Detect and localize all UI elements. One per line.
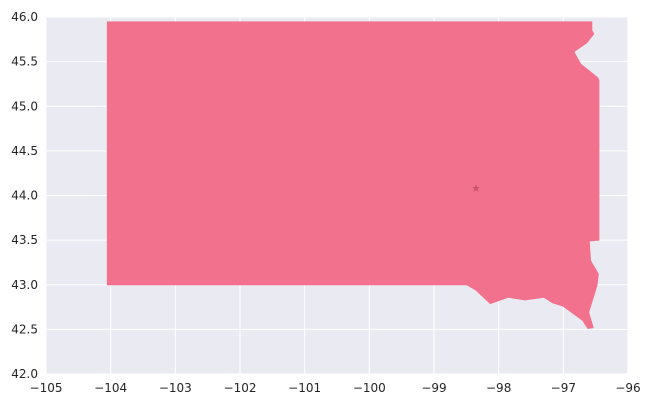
x-axis-ticks: −105 −104 −103 −102 −101 −100 −99 −98 −97 −96 xyxy=(30,381,641,395)
y-tick-label: 45.5 xyxy=(11,55,38,69)
y-tick-label: 42.5 xyxy=(11,322,38,336)
x-tick-label: −98 xyxy=(486,381,511,395)
x-tick-label: −101 xyxy=(288,381,321,395)
y-tick-label: 44.5 xyxy=(11,144,38,158)
y-tick-label: 42.0 xyxy=(11,367,38,381)
region-layer xyxy=(106,21,600,329)
y-tick-label: 45.0 xyxy=(11,99,38,113)
x-tick-label: −104 xyxy=(94,381,127,395)
x-tick-label: −105 xyxy=(30,381,63,395)
y-tick-label: 43.5 xyxy=(11,233,38,247)
capital-star-marker-0 xyxy=(472,184,481,192)
x-tick-label: −100 xyxy=(353,381,386,395)
x-tick-label: −99 xyxy=(421,381,446,395)
y-tick-label: 46.0 xyxy=(11,10,38,24)
y-tick-label: 44.0 xyxy=(11,189,38,203)
y-axis-ticks: 42.0 42.5 43.0 43.5 44.0 44.5 45.0 45.5 46.0 xyxy=(11,10,38,381)
x-tick-label: −102 xyxy=(224,381,257,395)
marker-layer xyxy=(472,184,481,192)
x-tick-label: −97 xyxy=(551,381,576,395)
x-tick-label: −96 xyxy=(615,381,640,395)
y-tick-label: 43.0 xyxy=(11,278,38,292)
x-tick-label: −103 xyxy=(159,381,192,395)
state-region xyxy=(106,21,600,329)
